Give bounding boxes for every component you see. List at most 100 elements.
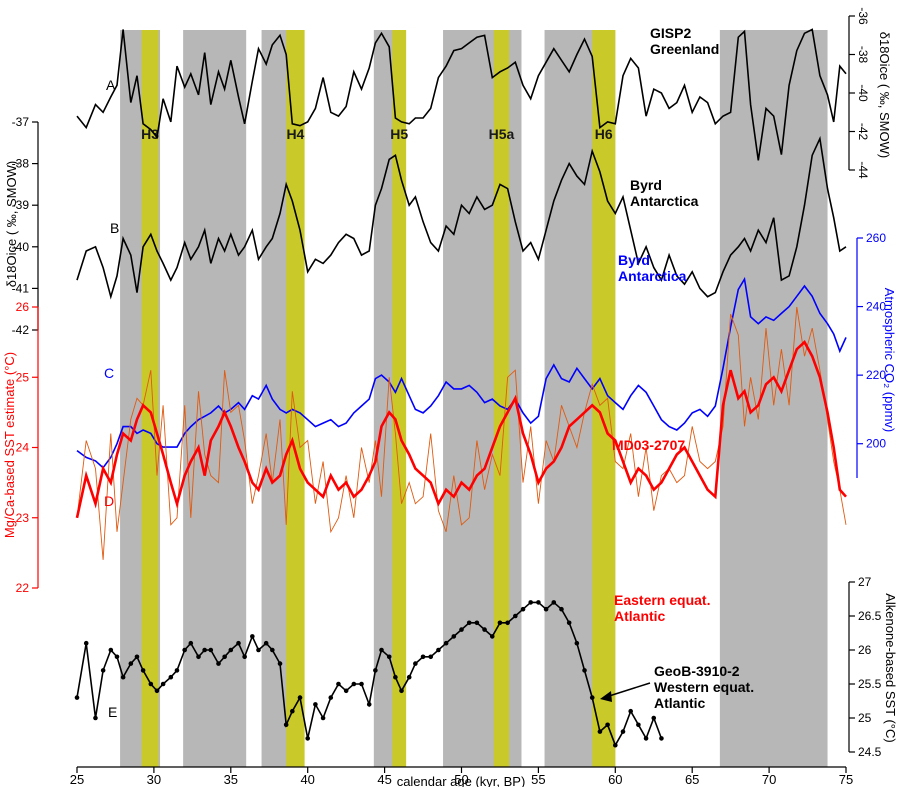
point-E-72 bbox=[597, 729, 603, 734]
x-axis bbox=[76, 766, 847, 773]
tick-label-E-2: 25.5 bbox=[858, 677, 882, 691]
point-E-52 bbox=[443, 640, 449, 646]
point-E-21 bbox=[222, 654, 227, 660]
point-E-60 bbox=[505, 620, 510, 626]
tick-label-C-0: 200 bbox=[866, 437, 886, 451]
point-E-30 bbox=[283, 722, 289, 728]
point-E-80 bbox=[659, 736, 664, 741]
point-E-23 bbox=[236, 640, 241, 646]
tick-label-E-3: 26 bbox=[858, 643, 872, 657]
heinrich-label-H3: H3 bbox=[141, 126, 159, 142]
point-E-49 bbox=[420, 654, 426, 660]
tick-label-E-4: 26.5 bbox=[858, 609, 882, 623]
point-E-18 bbox=[202, 647, 207, 653]
x-tick-label-3: 40 bbox=[300, 772, 314, 787]
point-E-79 bbox=[651, 715, 657, 721]
panel-letter-E: E bbox=[108, 704, 117, 720]
point-E-57 bbox=[482, 627, 487, 632]
point-E-15 bbox=[182, 647, 187, 653]
tick-label-D-0: 22 bbox=[16, 581, 30, 595]
x-tick-label-5: 50 bbox=[454, 772, 468, 787]
point-E-26 bbox=[256, 647, 261, 653]
point-E-50 bbox=[428, 654, 434, 660]
tick-label-A-0: -44 bbox=[856, 161, 870, 179]
point-E-42 bbox=[373, 668, 378, 673]
point-E-61 bbox=[513, 613, 518, 619]
point-E-44 bbox=[386, 654, 392, 660]
x-tick-label-8: 65 bbox=[685, 772, 699, 787]
heinrich-label-H5a: H5a bbox=[489, 126, 515, 142]
point-E-77 bbox=[636, 722, 641, 728]
tick-label-D-4: 26 bbox=[16, 300, 30, 314]
point-E-64 bbox=[536, 600, 541, 605]
point-E-31 bbox=[290, 708, 295, 714]
point-E-65 bbox=[543, 606, 549, 612]
point-E-19 bbox=[208, 647, 214, 653]
tick-label-A-2: -40 bbox=[856, 84, 870, 102]
axis-label-C: Atmospheric CO₂ (ppmv) bbox=[882, 288, 897, 432]
point-E-40 bbox=[359, 681, 364, 687]
tick-label-A-4: -36 bbox=[856, 7, 870, 25]
series-name-A: GISP2 Greenland bbox=[650, 25, 719, 57]
point-E-73 bbox=[605, 722, 610, 728]
point-E-3 bbox=[100, 668, 106, 673]
heinrich-band-H3 bbox=[141, 30, 159, 767]
tick-label-E-0: 24.5 bbox=[858, 745, 882, 759]
point-E-10 bbox=[148, 681, 154, 687]
point-E-58 bbox=[489, 634, 495, 639]
point-E-6 bbox=[120, 674, 126, 680]
x-tick-label-6: 55 bbox=[531, 772, 545, 787]
x-tick-label-4: 45 bbox=[377, 772, 391, 787]
point-E-39 bbox=[351, 681, 357, 687]
point-E-34 bbox=[313, 702, 318, 707]
point-E-36 bbox=[328, 695, 334, 700]
point-E-68 bbox=[566, 620, 572, 626]
panel-letter-D: D bbox=[104, 493, 114, 509]
x-tick-label-7: 60 bbox=[608, 772, 622, 787]
panel-A bbox=[76, 15, 855, 171]
panel-letter-C: C bbox=[104, 365, 114, 381]
point-E-71 bbox=[589, 695, 595, 700]
point-E-70 bbox=[582, 668, 587, 673]
panel-C bbox=[76, 237, 863, 478]
point-E-37 bbox=[336, 681, 341, 687]
series-B-line bbox=[76, 135, 847, 300]
series-name-B: Byrd Antarctica bbox=[630, 177, 699, 209]
point-E-55 bbox=[466, 620, 472, 626]
axis-label-D: Mg/Ca-based SST estimate (°C) bbox=[2, 352, 17, 538]
point-E-24 bbox=[242, 654, 247, 660]
point-E-67 bbox=[559, 606, 564, 612]
point-E-32 bbox=[297, 695, 303, 700]
point-E-59 bbox=[497, 620, 503, 626]
point-E-28 bbox=[270, 647, 275, 653]
x-tick-label-9: 70 bbox=[762, 772, 776, 787]
point-E-69 bbox=[574, 640, 580, 646]
point-E-62 bbox=[520, 606, 526, 612]
point-E-25 bbox=[250, 634, 255, 639]
point-E-56 bbox=[474, 620, 480, 626]
point-E-51 bbox=[436, 647, 441, 653]
point-E-13 bbox=[168, 674, 174, 680]
region-label-D: Eastern equat. Atlantic bbox=[614, 592, 710, 624]
gray-band-6 bbox=[719, 30, 828, 767]
point-E-2 bbox=[93, 715, 98, 721]
point-E-35 bbox=[320, 715, 326, 721]
point-E-46 bbox=[399, 688, 404, 694]
heinrich-band-H6 bbox=[592, 30, 616, 767]
tick-label-B-0: -42 bbox=[12, 323, 30, 337]
axis-label-B: δ18Oice ( ‰, SMOW) bbox=[4, 161, 19, 287]
arrow-shaft bbox=[605, 682, 651, 698]
arrow-head bbox=[600, 691, 612, 702]
tick-label-A-1: -42 bbox=[856, 123, 870, 141]
heinrich-band-H5a bbox=[493, 30, 510, 767]
series-name-D: MD03-2707 bbox=[612, 437, 685, 453]
heinrich-bands bbox=[141, 30, 616, 767]
point-E-14 bbox=[174, 668, 180, 673]
point-E-78 bbox=[643, 736, 649, 741]
point-E-1 bbox=[83, 640, 89, 646]
panel-B bbox=[32, 121, 847, 331]
axis-label-E: Alkenone-based SST (°C) bbox=[883, 593, 898, 742]
point-E-76 bbox=[628, 708, 633, 714]
tick-label-B-5: -37 bbox=[12, 115, 30, 129]
point-E-33 bbox=[305, 736, 311, 741]
